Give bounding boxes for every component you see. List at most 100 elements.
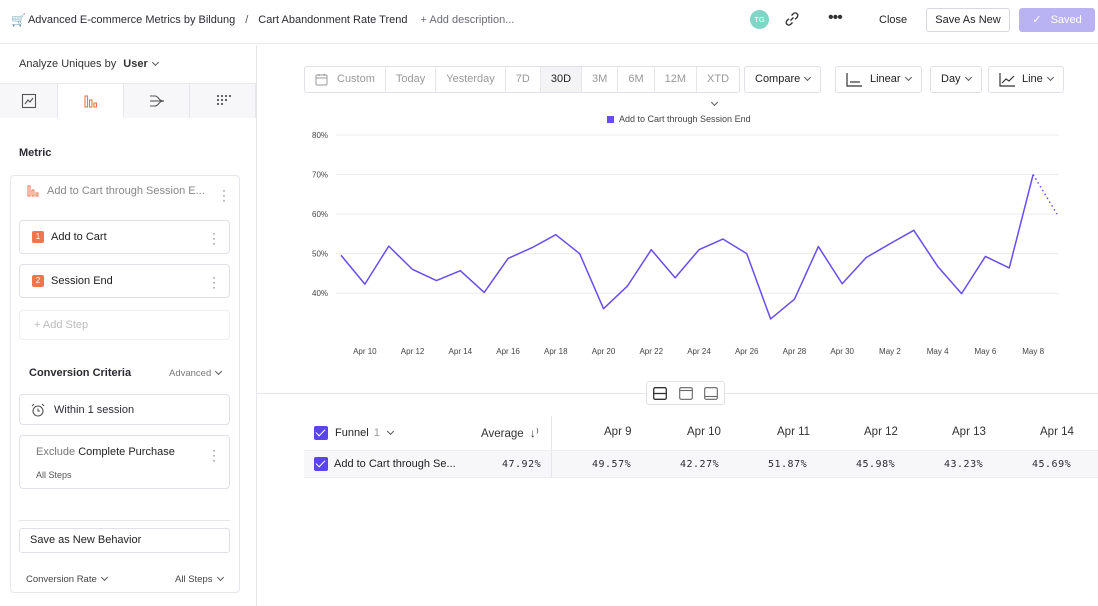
add-description-link[interactable]: + Add description... — [420, 14, 515, 26]
sort-icon[interactable]: ↓⁾ — [529, 426, 539, 440]
scale-dropdown[interactable]: Linear — [835, 66, 922, 93]
metric-name: Add to Cart through Session E... — [47, 185, 205, 197]
chart-legend[interactable]: Add to Cart through Session End — [607, 114, 751, 124]
layout-toggle — [646, 381, 725, 405]
conversion-window-selector[interactable]: Within 1 session — [19, 394, 230, 425]
x-tick-label: May 4 — [927, 347, 949, 356]
advanced-label: Advanced — [169, 368, 212, 379]
save-as-new-button[interactable]: Save As New — [926, 8, 1010, 32]
check-icon: ✓ — [1032, 14, 1051, 26]
row-value: 43.23% — [944, 459, 984, 470]
y-tick-label: 60% — [312, 210, 328, 219]
step-number: 2 — [32, 275, 44, 287]
more-options-icon[interactable]: ••• — [828, 9, 843, 26]
row-checkbox[interactable] — [314, 457, 328, 471]
range-30d[interactable]: 30D — [540, 67, 583, 92]
interval-dropdown[interactable]: Day — [930, 66, 982, 93]
query-builder-panel: Analyze Uniques by User — [0, 45, 257, 606]
compare-label: Compare — [755, 73, 801, 85]
interval-label: Day — [941, 73, 961, 85]
conversion-window-label: Within 1 session — [54, 403, 135, 416]
chevron-down-icon — [100, 573, 108, 582]
y-tick-label: 70% — [312, 171, 328, 180]
funnel-step-2[interactable]: 2 Session End · · · — [19, 264, 230, 298]
saved-button[interactable]: ✓ Saved — [1019, 8, 1095, 32]
funnel-column-header[interactable]: Funnel 1 — [335, 427, 394, 439]
tab-funnels[interactable] — [58, 84, 124, 118]
insights-icon — [21, 93, 36, 109]
exclusion-card[interactable]: Exclude Complete Purchase All Steps · · · — [19, 435, 230, 489]
tab-flows[interactable] — [124, 84, 190, 118]
row-value: 51.87% — [768, 459, 808, 470]
x-tick-label: Apr 30 — [830, 347, 854, 356]
chevron-down-icon — [216, 573, 224, 582]
layout-chart-only-button[interactable] — [673, 382, 699, 404]
add-step-button[interactable]: + Add Step — [19, 310, 230, 340]
row-value: 45.69% — [1032, 459, 1072, 470]
chart-type-dropdown[interactable]: Line — [988, 66, 1064, 93]
measurement-dropdown[interactable]: Conversion Rate — [26, 573, 108, 585]
average-column-header[interactable]: Average ↓⁾ — [481, 426, 539, 440]
chevron-down-icon — [1046, 73, 1054, 82]
x-tick-label: Apr 16 — [496, 347, 520, 356]
x-tick-label: May 6 — [975, 347, 997, 356]
date-column-header: Apr 11 — [777, 426, 811, 438]
breadcrumb-separator: / — [245, 14, 249, 26]
measurement-label: Conversion Rate — [26, 574, 97, 585]
chevron-down-icon — [710, 98, 719, 107]
flows-icon — [149, 95, 164, 107]
split-view-icon — [652, 386, 667, 400]
range-7d[interactable]: 7D — [506, 67, 541, 92]
save-as-new-behavior-button[interactable]: Save as New Behavior — [19, 528, 230, 553]
report-title[interactable]: Cart Abandonment Rate Trend — [258, 14, 408, 26]
exclusion-menu-icon[interactable]: · · · — [212, 443, 216, 467]
y-tick-label: 50% — [312, 250, 328, 259]
exclude-event: Complete Purchase — [78, 446, 175, 458]
select-all-checkbox[interactable] — [314, 426, 328, 440]
range-yesterday[interactable]: Yesterday — [436, 67, 506, 92]
step-menu-icon[interactable]: · · · — [212, 270, 216, 294]
x-tick-label: Apr 20 — [592, 347, 616, 356]
range-6m[interactable]: 6M — [618, 67, 655, 92]
range-today[interactable]: Today — [386, 67, 437, 92]
layout-split-button[interactable] — [647, 382, 673, 404]
compare-dropdown[interactable]: Compare — [744, 66, 822, 93]
funnel-step-1[interactable]: 1 Add to Cart · · · — [19, 220, 230, 254]
conversion-criteria-title: Conversion Criteria — [29, 367, 132, 379]
date-range-selector: Custom Today Yesterday 7D 30D 3M 6M 12M … — [304, 66, 741, 107]
table-header: Funnel 1 Average ↓⁾ Apr 9 Apr 10 Apr 11 … — [304, 416, 1098, 450]
link-icon[interactable] — [783, 10, 801, 28]
layout-table-only-button[interactable] — [698, 382, 724, 404]
row-average: 47.92% — [502, 459, 542, 470]
axis-scale-icon — [846, 72, 862, 87]
step-menu-icon[interactable]: · · · — [212, 226, 216, 250]
legend-series-label: Add to Cart through Session End — [619, 114, 751, 124]
chevron-down-icon — [151, 58, 159, 67]
legend-swatch — [607, 115, 614, 123]
avatar[interactable]: TG — [750, 10, 769, 29]
line-chart-icon — [999, 72, 1015, 87]
analyze-user-dropdown[interactable]: User — [123, 58, 148, 70]
board-title-link[interactable]: Advanced E-commerce Metrics by Bildung — [27, 14, 236, 26]
tab-retention[interactable] — [190, 84, 256, 118]
row-label[interactable]: Add to Cart through Se... — [334, 458, 456, 470]
range-12m[interactable]: 12M — [655, 67, 698, 92]
chevron-down-icon — [904, 73, 912, 82]
tab-insights[interactable] — [0, 84, 58, 118]
range-3m[interactable]: 3M — [582, 67, 619, 92]
step-label: Session End — [51, 275, 113, 287]
chevron-down-icon — [386, 427, 394, 436]
range-xtd[interactable]: XTD — [697, 67, 739, 107]
step-label: Add to Cart — [51, 231, 107, 243]
metric-menu-icon[interactable]: · · · — [222, 183, 226, 207]
x-tick-label: Apr 22 — [639, 347, 663, 356]
chevron-down-icon — [804, 73, 812, 82]
steps-scope-dropdown[interactable]: All Steps — [175, 573, 224, 585]
metric-header[interactable]: Add to Cart through Session E... — [27, 185, 205, 197]
chevron-down-icon — [215, 367, 223, 376]
custom-range-button[interactable]: Custom — [305, 67, 386, 92]
close-button[interactable]: Close — [879, 14, 908, 26]
advanced-dropdown[interactable]: Advanced — [169, 367, 223, 379]
table-view-icon — [704, 386, 719, 400]
x-tick-label: Apr 26 — [735, 347, 759, 356]
